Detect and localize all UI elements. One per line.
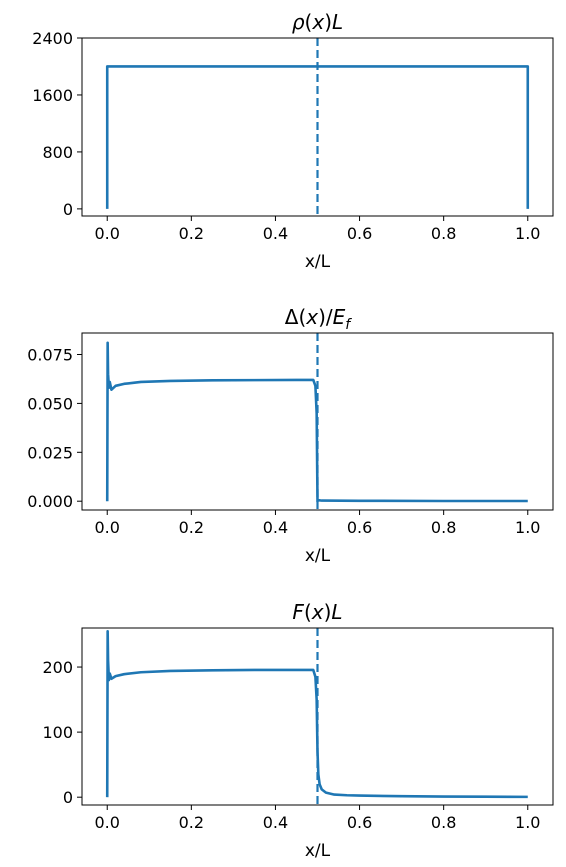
x-tick-label: 0.0	[95, 518, 120, 537]
x-tick-label: 1.0	[515, 813, 540, 832]
y-tick-label: 800	[42, 143, 73, 162]
panel-force-xlabel: x/L	[305, 841, 331, 861]
y-tick-label: 0	[63, 200, 73, 219]
panel-force-title: F(x)L	[292, 600, 342, 624]
y-tick-label: 0.025	[27, 443, 73, 462]
x-tick-label: 0.2	[179, 518, 204, 537]
y-tick-label: 2400	[32, 29, 73, 48]
panel-force: F(x)L 0.0 0.2 0.4 0.6 0.8 1.0 0 100 200 x/L	[42, 600, 554, 861]
panel-rho-xlabel: x/L	[305, 252, 331, 272]
x-tick-label: 0.4	[263, 813, 288, 832]
panel-delta: Δ(x)/Ef 0.0 0.2 0.4 0.6 0.8 1.0 0.000 0.025 0.05…	[27, 305, 554, 566]
x-tick-label: 0.6	[347, 518, 372, 537]
axes-frame	[81, 627, 554, 806]
x-tick-label: 0.8	[431, 518, 456, 537]
y-tick-label: 200	[42, 658, 73, 677]
x-tick-label: 0.4	[263, 518, 288, 537]
panel-rho-plot: 0.0 0.2 0.4 0.6 0.8 1.0 0 800 1600 2400	[32, 29, 554, 243]
x-tick-label: 1.0	[515, 224, 540, 243]
y-tick-label: 1600	[32, 86, 73, 105]
y-tick-label: 0	[63, 788, 73, 807]
y-tick-label: 0.000	[27, 492, 73, 511]
y-tick-label: 0.075	[27, 346, 73, 365]
y-tick-label: 100	[42, 723, 73, 742]
x-tick-label: 0.6	[347, 224, 372, 243]
series-line-delta-0	[105, 341, 528, 503]
panel-delta-plot: 0.0 0.2 0.4 0.6 0.8 1.0 0.000 0.025 0.050 0.075	[27, 332, 554, 537]
series-line-force-0	[105, 629, 528, 799]
x-tick-label: 0.2	[179, 813, 204, 832]
x-tick-label: 0.2	[179, 224, 204, 243]
y-tick-label: 0.050	[27, 394, 73, 413]
panel-delta-title: Δ(x)/Ef	[285, 305, 353, 333]
x-tick-label: 1.0	[515, 518, 540, 537]
x-tick-label: 0.8	[431, 224, 456, 243]
axes-frame	[81, 332, 554, 511]
panel-rho: ρ(x)L 0.0 0.2 0.4 0.6 0.8 1.0 0 800 1600 2400 x/L	[32, 10, 554, 272]
panel-rho-title: ρ(x)L	[292, 10, 343, 34]
x-tick-label: 0.8	[431, 813, 456, 832]
axes-frame	[81, 37, 554, 217]
panel-delta-xlabel: x/L	[305, 546, 331, 566]
x-tick-label: 0.6	[347, 813, 372, 832]
panel-force-plot: 0.0 0.2 0.4 0.6 0.8 1.0 0 100 200	[42, 627, 554, 832]
x-tick-label: 0.0	[95, 224, 120, 243]
x-tick-label: 0.4	[263, 224, 288, 243]
x-tick-label: 0.0	[95, 813, 120, 832]
